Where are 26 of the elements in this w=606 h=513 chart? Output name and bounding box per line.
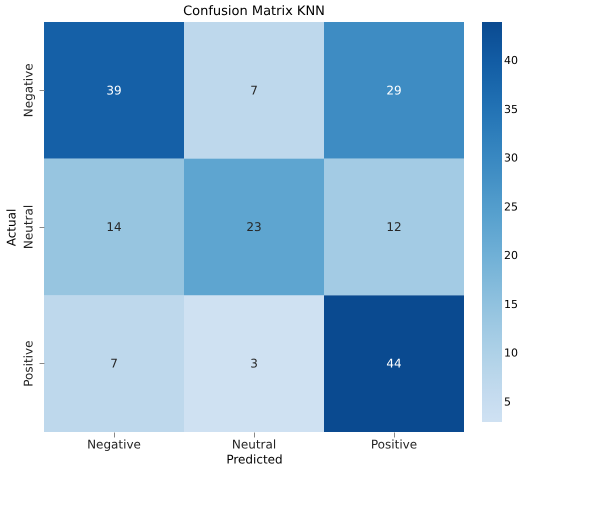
color-bar-label: 30 bbox=[504, 152, 518, 165]
data-label: 14 bbox=[106, 220, 122, 234]
data-label: 7 bbox=[250, 83, 258, 98]
data-label: 3 bbox=[250, 356, 258, 371]
data-label: 39 bbox=[106, 83, 122, 98]
chart-title: Confusion Matrix KNN bbox=[183, 4, 325, 19]
y-axis-title: Actual bbox=[4, 208, 18, 246]
data-label: 12 bbox=[386, 220, 402, 234]
y-tick-label: Positive bbox=[22, 340, 36, 387]
x-tick-label: Neutral bbox=[232, 438, 276, 452]
color-bar-label: 10 bbox=[504, 346, 518, 360]
color-bar-label: 35 bbox=[504, 102, 518, 116]
data-label: 23 bbox=[246, 220, 262, 234]
data-label: 7 bbox=[110, 356, 118, 371]
data-label: 29 bbox=[386, 83, 402, 98]
color-bar-label: 5 bbox=[504, 395, 511, 408]
color-bar-label: 20 bbox=[504, 249, 518, 262]
x-tick-label: Negative bbox=[87, 438, 141, 452]
y-tick-label: Negative bbox=[22, 63, 36, 118]
data-label: 44 bbox=[386, 356, 402, 371]
x-tick-label: Positive bbox=[370, 438, 418, 452]
color-bar-label: 40 bbox=[504, 54, 518, 68]
color-bar-label: 25 bbox=[504, 200, 518, 214]
color-bar-label: 15 bbox=[504, 298, 518, 311]
y-tick-label: Neutral bbox=[22, 204, 36, 250]
x-axis-title: Predicted bbox=[226, 452, 283, 466]
